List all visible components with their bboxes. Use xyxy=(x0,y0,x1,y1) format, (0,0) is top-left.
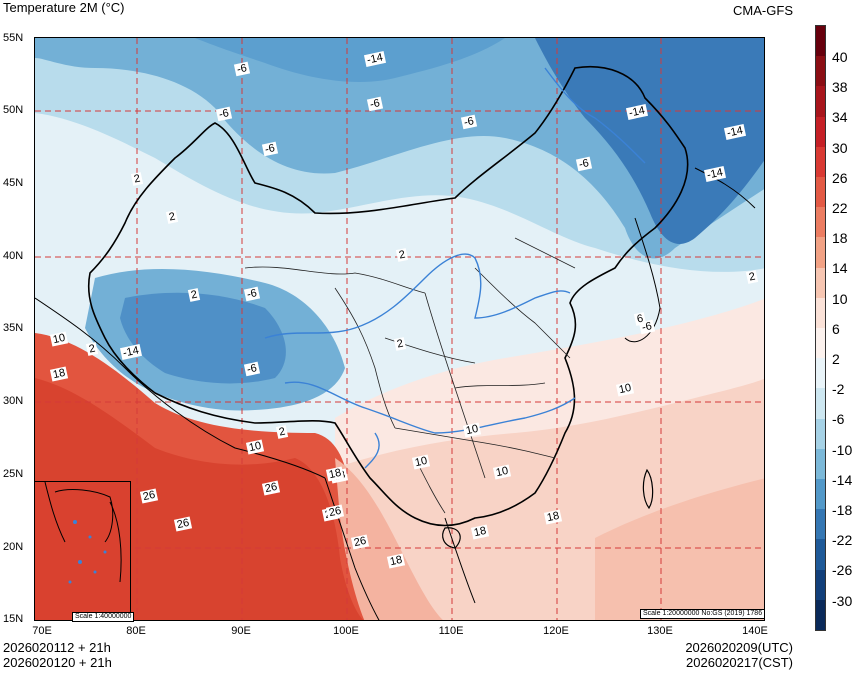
latitude-label: 20N xyxy=(3,541,24,553)
colorbar-tick-label: 2 xyxy=(832,351,840,367)
colorbar-tick-label: 40 xyxy=(832,49,848,65)
colorbar-segment xyxy=(816,509,825,540)
colorbar-segment xyxy=(816,146,825,178)
valid-time-utc: 2026020209(UTC) xyxy=(685,640,793,655)
model-source: CMA-GFS xyxy=(733,3,793,18)
colorbar-tick-label: 30 xyxy=(832,139,848,156)
province-borders xyxy=(244,237,576,514)
colorbar-segment xyxy=(816,418,825,450)
colorbar-segment xyxy=(816,599,825,631)
longitude-label: 120E xyxy=(543,625,569,637)
map-canvas xyxy=(35,38,764,620)
contour-value-label: 2 xyxy=(165,210,179,224)
contour-value-label: 2 xyxy=(395,248,409,262)
colorbar-segment xyxy=(816,328,825,359)
latitude-label: 35N xyxy=(3,322,24,334)
longitude-label: 70E xyxy=(32,625,52,637)
latitude-label: 40N xyxy=(3,250,24,262)
latitude-label: 25N xyxy=(3,468,24,480)
colorbar-segment xyxy=(816,56,825,87)
latitude-label: 55N xyxy=(3,32,24,44)
field-cold-deep-east xyxy=(535,38,764,244)
colorbar-segment xyxy=(816,388,825,420)
colorbar-tick-label: 18 xyxy=(832,230,848,247)
init-time-cst: 2026020120 + 21h xyxy=(3,655,112,670)
inset-map xyxy=(34,481,131,621)
colorbar-segment xyxy=(816,267,825,299)
longitude-label: 80E xyxy=(126,625,146,637)
contour-value-label: 2 xyxy=(393,337,407,351)
colorbar-segment xyxy=(816,26,825,57)
longitude-label: 100E xyxy=(333,625,359,637)
field-tibet-colder xyxy=(120,292,286,384)
latitude-label: 30N xyxy=(3,395,24,407)
colorbar-segment xyxy=(816,479,825,510)
colorbar-tick-label: -6 xyxy=(832,411,845,428)
contour-value-label: 2 xyxy=(130,172,144,186)
valid-time-cst: 2026020217(CST) xyxy=(686,655,793,670)
colorbar-tick-label: -10 xyxy=(832,441,853,458)
colorbar-tick-label: -22 xyxy=(832,532,853,549)
main-scale: Scale 1:20000000 No:GS (2019) 1786 xyxy=(640,609,766,619)
colorbar-segment xyxy=(816,207,825,238)
colorbar-segment xyxy=(816,116,825,148)
hainan-outline xyxy=(442,527,461,549)
latitude-label: 50N xyxy=(3,104,24,116)
latitude-label: 45N xyxy=(3,177,24,189)
init-time-utc: 2026020112 + 21h xyxy=(3,640,111,655)
colorbar-tick-label: 22 xyxy=(832,200,848,216)
longitude-label: 140E xyxy=(742,625,768,637)
china-border xyxy=(87,66,689,527)
colorbar-tick-label: -30 xyxy=(832,592,853,609)
taiwan-outline xyxy=(642,468,654,510)
inset-canvas xyxy=(35,482,130,620)
colorbar-tick-label: 10 xyxy=(832,290,848,307)
contour-value-label: 2 xyxy=(187,288,201,302)
colorbar-tick-label: 14 xyxy=(832,260,848,277)
contour-value-label: 2 xyxy=(745,270,759,284)
colorbar-segment xyxy=(816,297,825,329)
colorbar-tick-label: 6 xyxy=(832,320,840,337)
colorbar xyxy=(815,25,826,631)
neighbour-borders xyxy=(35,167,756,620)
colorbar-tick-label: 26 xyxy=(832,169,848,186)
rivers xyxy=(264,67,646,469)
colorbar-segment xyxy=(816,569,825,601)
colorbar-segment xyxy=(816,358,825,389)
latitude-label: 15N xyxy=(3,613,24,625)
colorbar-tick-label: 34 xyxy=(832,109,848,126)
temperature-map[interactable]: -14 -6 -6 -6 -6 -6 -14 -14 -6 -14 2 2 2 2 -6 2 -14 2 -6 10 1… xyxy=(34,37,765,621)
field-cold-deep-north xyxy=(195,38,505,83)
contour-value-label: 2 xyxy=(275,425,289,439)
colorbar-tick-label: 38 xyxy=(832,79,848,96)
colorbar-segment xyxy=(816,448,825,480)
inset-scale: Scale 1:40000000 xyxy=(72,612,135,622)
colorbar-tick-label: -2 xyxy=(832,381,845,398)
chart-title: Temperature 2M (°C) xyxy=(3,0,125,15)
colorbar-segment xyxy=(816,86,825,118)
longitude-label: 130E xyxy=(647,625,673,637)
longitude-label: 90E xyxy=(231,625,251,637)
colorbar-segment xyxy=(816,177,825,208)
colorbar-segment xyxy=(816,539,825,571)
contour-value-label: 2 xyxy=(85,342,99,356)
colorbar-tick-label: -14 xyxy=(832,471,853,488)
field-warm-indochina xyxy=(335,458,443,620)
colorbar-tick-label: -26 xyxy=(832,562,853,579)
contour-value-label: 6 xyxy=(633,312,647,326)
colorbar-tick-label: -18 xyxy=(832,502,853,518)
field-warm-sea xyxy=(595,478,764,620)
colorbar-segment xyxy=(816,237,825,269)
longitude-label: 110E xyxy=(438,625,464,637)
